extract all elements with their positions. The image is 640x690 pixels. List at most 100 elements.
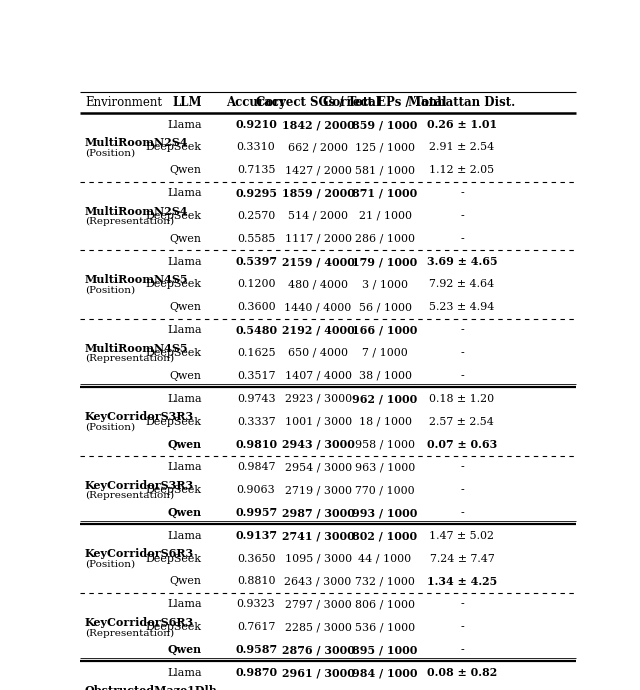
- Text: 0.9137: 0.9137: [235, 530, 277, 541]
- Text: 958 / 1000: 958 / 1000: [355, 440, 415, 449]
- Text: 871 / 1000: 871 / 1000: [353, 188, 418, 199]
- Text: Llama: Llama: [167, 600, 202, 609]
- Text: LLM: LLM: [172, 96, 202, 109]
- Text: 2923 / 3000: 2923 / 3000: [285, 394, 351, 404]
- Text: (Representation): (Representation): [85, 217, 174, 226]
- Text: KeyCorridorS3R3: KeyCorridorS3R3: [85, 411, 194, 422]
- Text: 514 / 2000: 514 / 2000: [288, 211, 348, 221]
- Text: MultiRoomN2S4: MultiRoomN2S4: [85, 206, 188, 217]
- Text: Llama: Llama: [167, 531, 202, 541]
- Text: 859 / 1000: 859 / 1000: [353, 119, 418, 130]
- Text: Qwen: Qwen: [170, 371, 202, 381]
- Text: KeyCorridorS3R3: KeyCorridorS3R3: [85, 480, 194, 491]
- Text: 0.3650: 0.3650: [237, 553, 275, 564]
- Text: 662 / 2000: 662 / 2000: [288, 142, 348, 152]
- Text: 2643 / 3000: 2643 / 3000: [284, 576, 352, 586]
- Text: (Representation): (Representation): [85, 629, 174, 638]
- Text: 0.8810: 0.8810: [237, 576, 275, 586]
- Text: 2285 / 3000: 2285 / 3000: [285, 622, 351, 632]
- Text: 1.34 ± 4.25: 1.34 ± 4.25: [427, 576, 497, 587]
- Text: 38 / 1000: 38 / 1000: [358, 371, 412, 381]
- Text: -: -: [460, 348, 464, 358]
- Text: 0.5480: 0.5480: [235, 324, 277, 335]
- Text: 650 / 4000: 650 / 4000: [288, 348, 348, 358]
- Text: 962 / 1000: 962 / 1000: [353, 393, 418, 404]
- Text: -: -: [460, 211, 464, 221]
- Text: 480 / 4000: 480 / 4000: [288, 279, 348, 289]
- Text: Llama: Llama: [167, 462, 202, 472]
- Text: 2954 / 3000: 2954 / 3000: [285, 462, 351, 472]
- Text: 1117 / 2000: 1117 / 2000: [285, 234, 351, 244]
- Text: 0.3600: 0.3600: [237, 302, 275, 313]
- Text: 179 / 1000: 179 / 1000: [353, 256, 418, 267]
- Text: 166 / 1000: 166 / 1000: [353, 324, 418, 335]
- Text: Manhattan Dist.: Manhattan Dist.: [408, 96, 516, 109]
- Text: 0.9063: 0.9063: [237, 485, 275, 495]
- Text: (Representation): (Representation): [85, 491, 174, 500]
- Text: MultiRoomN4S5: MultiRoomN4S5: [85, 343, 189, 354]
- Text: 7 / 1000: 7 / 1000: [362, 348, 408, 358]
- Text: -: -: [460, 622, 464, 632]
- Text: 0.9323: 0.9323: [237, 600, 275, 609]
- Text: Correct SGs / Total: Correct SGs / Total: [256, 96, 380, 109]
- Text: -: -: [460, 325, 464, 335]
- Text: Llama: Llama: [167, 325, 202, 335]
- Text: 18 / 1000: 18 / 1000: [358, 417, 412, 426]
- Text: Correct EPs / Total: Correct EPs / Total: [323, 96, 447, 109]
- Text: DeepSeek: DeepSeek: [145, 622, 202, 632]
- Text: 0.18 ± 1.20: 0.18 ± 1.20: [429, 394, 495, 404]
- Text: 1095 / 3000: 1095 / 3000: [285, 553, 351, 564]
- Text: Accuracy: Accuracy: [226, 96, 286, 109]
- Text: 3 / 1000: 3 / 1000: [362, 279, 408, 289]
- Text: 806 / 1000: 806 / 1000: [355, 600, 415, 609]
- Text: -: -: [460, 371, 464, 381]
- Text: (Position): (Position): [85, 286, 135, 295]
- Text: 0.08 ± 0.82: 0.08 ± 0.82: [427, 667, 497, 678]
- Text: 0.7135: 0.7135: [237, 165, 275, 175]
- Text: (Position): (Position): [85, 149, 135, 158]
- Text: 984 / 1000: 984 / 1000: [352, 667, 418, 678]
- Text: ObstructedMaze1Dlh: ObstructedMaze1Dlh: [85, 685, 218, 690]
- Text: 2.57 ± 2.54: 2.57 ± 2.54: [429, 417, 494, 426]
- Text: 7.24 ± 7.47: 7.24 ± 7.47: [429, 553, 494, 564]
- Text: Qwen: Qwen: [170, 234, 202, 244]
- Text: 1407 / 4000: 1407 / 4000: [285, 371, 351, 381]
- Text: 0.1625: 0.1625: [237, 348, 275, 358]
- Text: KeyCorridorS6R3: KeyCorridorS6R3: [85, 549, 194, 560]
- Text: Qwen: Qwen: [170, 165, 202, 175]
- Text: Llama: Llama: [167, 119, 202, 130]
- Text: -: -: [460, 645, 464, 655]
- Text: 56 / 1000: 56 / 1000: [358, 302, 412, 313]
- Text: 1.47 ± 5.02: 1.47 ± 5.02: [429, 531, 495, 541]
- Text: 44 / 1000: 44 / 1000: [358, 553, 412, 564]
- Text: (Representation): (Representation): [85, 354, 174, 364]
- Text: 1.12 ± 2.05: 1.12 ± 2.05: [429, 165, 495, 175]
- Text: 993 / 1000: 993 / 1000: [353, 507, 418, 518]
- Text: 1440 / 4000: 1440 / 4000: [284, 302, 352, 313]
- Text: 2876 / 3000: 2876 / 3000: [282, 644, 355, 656]
- Text: 2961 / 3000: 2961 / 3000: [282, 667, 355, 678]
- Text: Qwen: Qwen: [168, 507, 202, 518]
- Text: Qwen: Qwen: [168, 644, 202, 656]
- Text: (Position): (Position): [85, 423, 135, 432]
- Text: Llama: Llama: [167, 668, 202, 678]
- Text: 0.5585: 0.5585: [237, 234, 275, 244]
- Text: (Position): (Position): [85, 560, 135, 569]
- Text: 0.9810: 0.9810: [235, 439, 277, 450]
- Text: 0.9743: 0.9743: [237, 394, 275, 404]
- Text: 895 / 1000: 895 / 1000: [353, 644, 418, 656]
- Text: 2797 / 3000: 2797 / 3000: [285, 600, 351, 609]
- Text: 0.2570: 0.2570: [237, 211, 275, 221]
- Text: 2.91 ± 2.54: 2.91 ± 2.54: [429, 142, 495, 152]
- Text: Qwen: Qwen: [168, 439, 202, 450]
- Text: 770 / 1000: 770 / 1000: [355, 485, 415, 495]
- Text: 2719 / 3000: 2719 / 3000: [285, 485, 351, 495]
- Text: -: -: [460, 462, 464, 472]
- Text: 3.69 ± 4.65: 3.69 ± 4.65: [427, 256, 497, 267]
- Text: 802 / 1000: 802 / 1000: [353, 530, 418, 541]
- Text: -: -: [460, 234, 464, 244]
- Text: DeepSeek: DeepSeek: [145, 279, 202, 289]
- Text: 732 / 1000: 732 / 1000: [355, 576, 415, 586]
- Text: 0.3517: 0.3517: [237, 371, 275, 381]
- Text: 0.1200: 0.1200: [237, 279, 275, 289]
